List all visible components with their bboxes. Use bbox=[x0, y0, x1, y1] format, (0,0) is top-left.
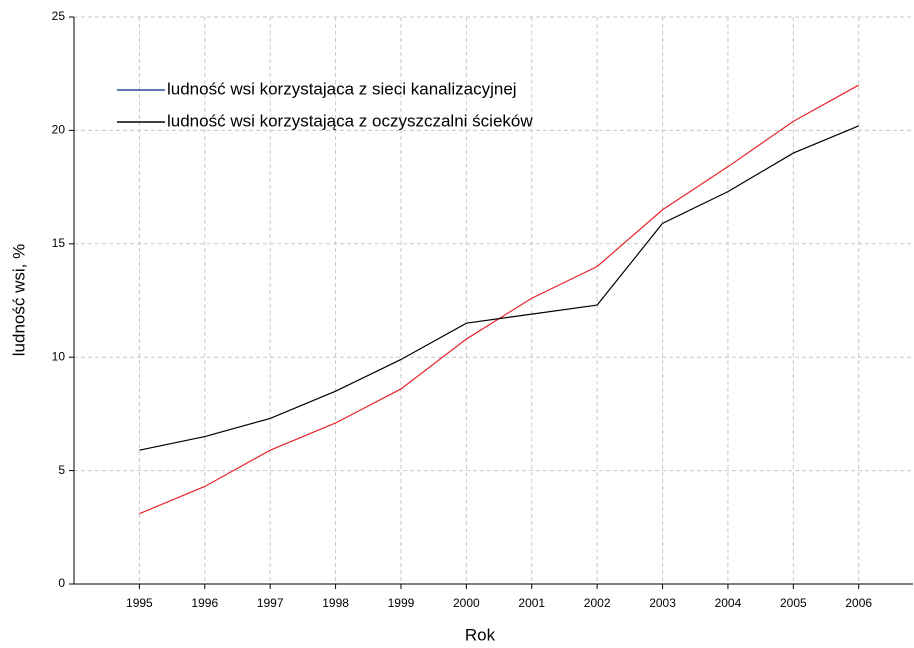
x-tick-label: 1995 bbox=[126, 596, 153, 610]
y-tick-label: 0 bbox=[58, 576, 65, 590]
y-tick-label: 5 bbox=[58, 463, 65, 477]
x-tick-label: 2001 bbox=[518, 596, 545, 610]
legend-label: ludność wsi korzystająca z oczyszczalni … bbox=[167, 111, 533, 130]
x-tick-label: 1997 bbox=[257, 596, 284, 610]
series-line bbox=[139, 84, 860, 515]
y-axis-label: ludność wsi, % bbox=[9, 244, 28, 356]
x-tick-label: 1999 bbox=[388, 596, 415, 610]
x-tick-label: 2005 bbox=[780, 596, 807, 610]
legend-label: ludność wsi korzystajaca z sieci kanaliz… bbox=[167, 79, 517, 98]
x-tick-label: 2003 bbox=[649, 596, 676, 610]
y-tick-label: 15 bbox=[52, 236, 66, 250]
x-axis-label: Rok bbox=[465, 625, 496, 644]
x-tick-label: 2002 bbox=[584, 596, 611, 610]
x-tick-label: 1998 bbox=[322, 596, 349, 610]
x-tick-label: 1996 bbox=[191, 596, 218, 610]
series-line bbox=[139, 125, 859, 451]
y-tick-label: 25 bbox=[52, 9, 66, 23]
x-tick-label: 2006 bbox=[845, 596, 872, 610]
x-tick-label: 2000 bbox=[453, 596, 480, 610]
y-tick-label: 20 bbox=[52, 123, 66, 137]
x-tick-label: 2004 bbox=[715, 596, 742, 610]
y-tick-label: 10 bbox=[52, 349, 66, 363]
